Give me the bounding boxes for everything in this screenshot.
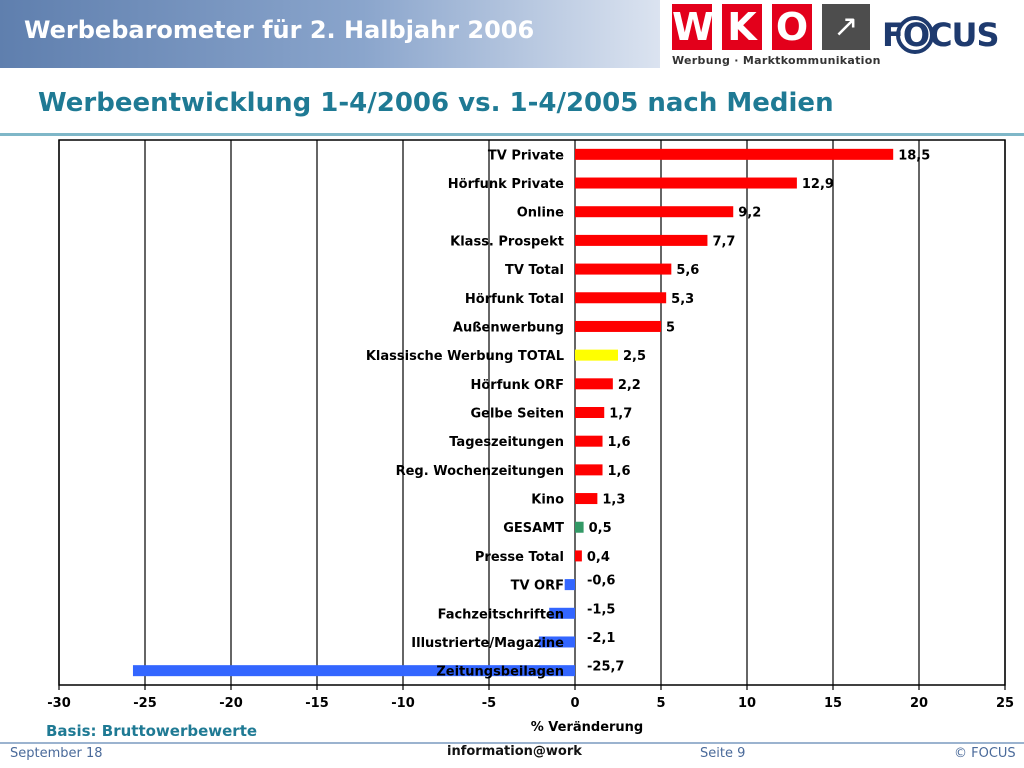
bar (575, 206, 734, 218)
x-tick-label: -5 (482, 696, 496, 711)
category-label: Hörfunk ORF (470, 378, 564, 393)
category-label: TV ORF (511, 579, 564, 594)
bar (575, 292, 667, 304)
bar (538, 636, 575, 648)
bar (575, 493, 598, 505)
data-label: 5,6 (676, 263, 699, 278)
footer-divider (0, 742, 1024, 744)
footer-copyright: © FOCUS (954, 746, 1016, 761)
data-label: 7,7 (712, 234, 735, 249)
category-label: Außenwerbung (453, 320, 564, 335)
bar (575, 320, 661, 332)
magnifier-icon (896, 16, 934, 54)
category-label: Zeitungsbeilagen (436, 665, 564, 680)
category-label: Hörfunk Total (465, 292, 564, 307)
header-band (0, 0, 660, 68)
x-tick-label: -30 (47, 696, 71, 711)
x-tick-label: 25 (996, 696, 1014, 711)
bar (132, 665, 575, 677)
data-label: 1,6 (608, 464, 631, 479)
data-label: -1,5 (587, 602, 615, 617)
data-label: 2,2 (618, 378, 641, 393)
data-label: 12,9 (802, 177, 834, 192)
basis-note: Basis: Bruttowerbewerte (46, 722, 258, 740)
data-label: 5,3 (671, 292, 694, 307)
x-tick-label: 15 (824, 696, 842, 711)
x-tick-label: -15 (305, 696, 329, 711)
category-label: GESAMT (503, 521, 564, 536)
x-tick-label: -10 (391, 696, 415, 711)
title-divider (0, 133, 1024, 136)
data-label: -0,6 (587, 574, 615, 589)
bar (575, 349, 618, 361)
bar (575, 177, 797, 189)
x-tick-label: -25 (133, 696, 157, 711)
page-title: Werbeentwicklung 1-4/2006 vs. 1-4/2005 n… (38, 88, 834, 118)
data-label: 1,6 (608, 435, 631, 450)
data-label: 5 (666, 320, 675, 335)
category-label: Tageszeitungen (449, 435, 564, 450)
category-label: TV Private (488, 148, 564, 163)
bar (575, 464, 603, 476)
wko-logo: W K O ↗ Werbung · Marktkommunikation (672, 4, 881, 72)
category-label: Reg. Wochenzeitungen (396, 464, 564, 479)
wko-letter-k: K (722, 4, 762, 50)
category-label: Presse Total (475, 550, 564, 565)
bar (564, 579, 575, 591)
wko-letter-w: W (672, 4, 714, 50)
data-label: 1,3 (602, 493, 625, 508)
category-label: Kino (531, 493, 564, 508)
bar (575, 435, 603, 447)
bar (575, 234, 708, 246)
bar (575, 148, 894, 160)
bar (575, 378, 613, 390)
data-label: -25,7 (587, 660, 624, 675)
category-label: Gelbe Seiten (470, 407, 564, 422)
wko-letter-o: O (772, 4, 812, 50)
bar (575, 521, 584, 533)
category-label: Online (517, 206, 564, 221)
focus-logo-text: FOCUS (882, 16, 1000, 54)
footer-date: September 18 (10, 746, 103, 761)
wko-subtitle: Werbung · Marktkommunikation (672, 54, 881, 67)
data-label: 0,5 (589, 521, 612, 536)
arrow-icon: ↗ (822, 4, 870, 50)
x-axis-label: % Veränderung (531, 720, 644, 735)
header-title: Werbebarometer für 2. Halbjahr 2006 (24, 16, 535, 44)
bar (575, 263, 672, 275)
category-label: Klassische Werbung TOTAL (366, 349, 564, 364)
x-tick-label: 5 (656, 696, 665, 711)
bar (575, 407, 605, 418)
bar (549, 607, 575, 619)
category-label: Illustrierte/Magazine (411, 636, 564, 651)
x-tick-label: -20 (219, 696, 243, 711)
category-label: Fachzeitschriften (438, 607, 564, 622)
focus-logo: FOCUS (880, 8, 1010, 70)
x-tick-label: 0 (570, 696, 579, 711)
data-label: 1,7 (609, 407, 632, 422)
x-tick-label: 20 (910, 696, 928, 711)
bar (575, 550, 582, 562)
footer-center: information@work (447, 744, 582, 759)
data-label: 0,4 (587, 550, 610, 565)
category-label: Hörfunk Private (448, 177, 564, 192)
category-label: Klass. Prospekt (450, 234, 564, 249)
category-label: TV Total (505, 263, 564, 278)
data-label: 9,2 (738, 206, 761, 221)
footer-page-number: Seite 9 (700, 746, 746, 761)
bar-chart: -30 -25 -20 -15 -10 -5 0 5 10 15 20 25 TV Private 18,… (47, 139, 1014, 735)
x-tick-label: 10 (738, 696, 756, 711)
data-label: 2,5 (623, 349, 646, 364)
data-label: -2,1 (587, 631, 615, 646)
data-label: 18,5 (898, 148, 930, 163)
